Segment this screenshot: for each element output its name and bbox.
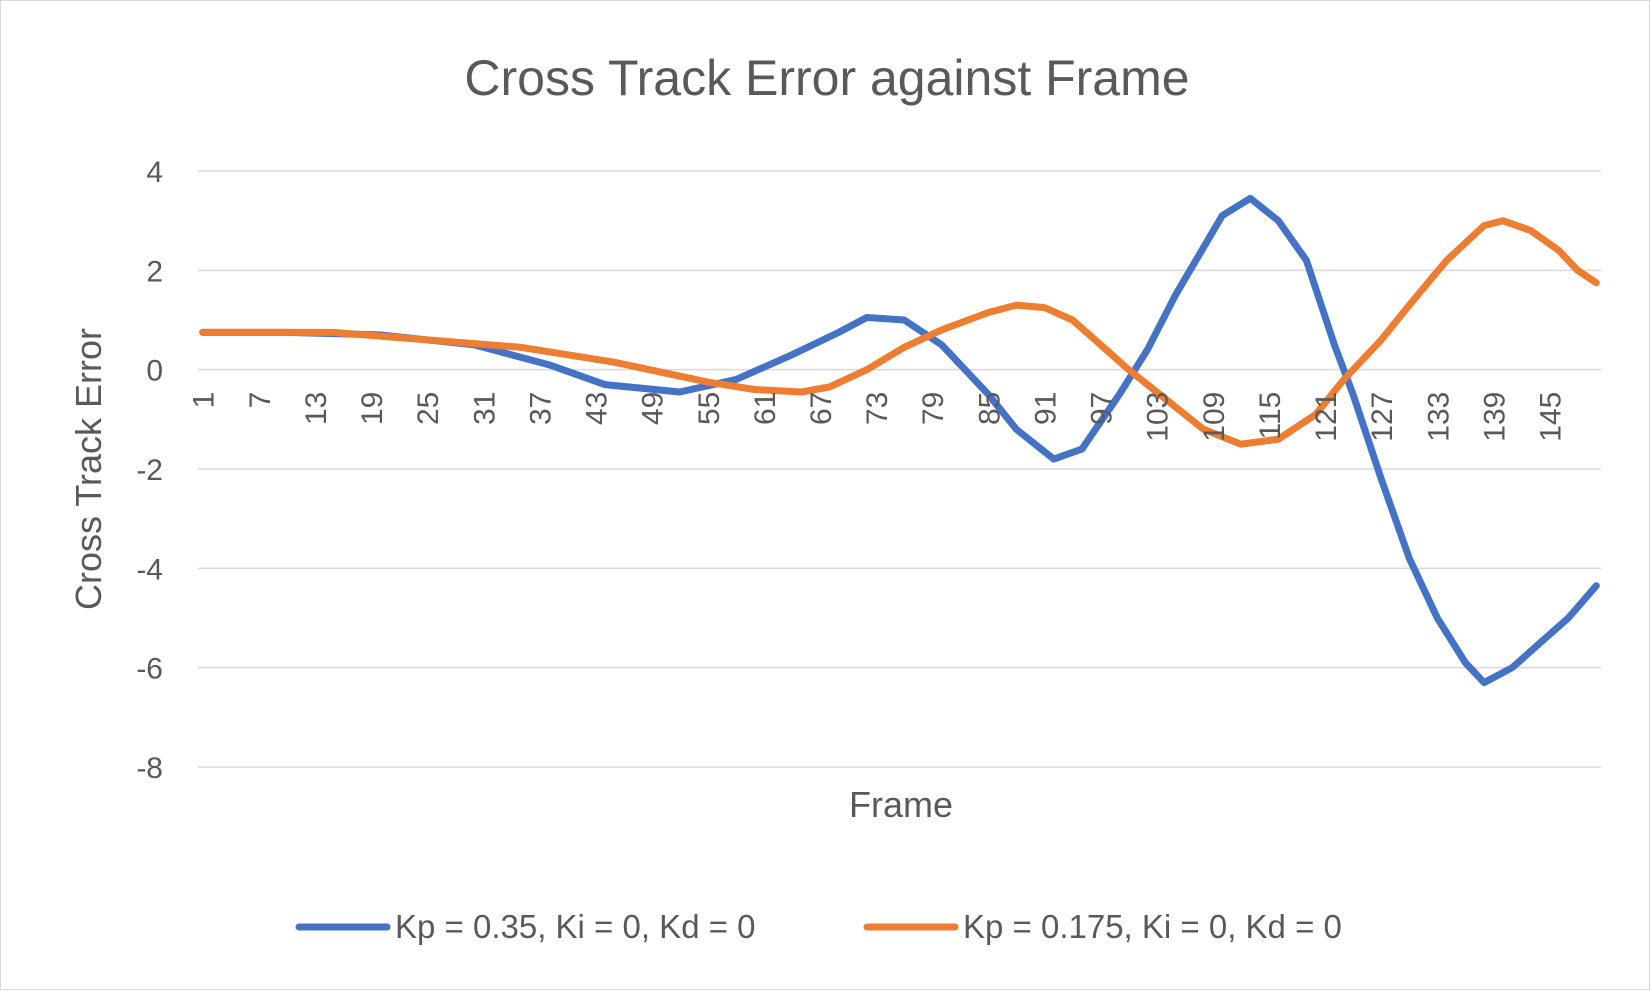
- x-tick-label: 49: [637, 392, 670, 425]
- legend-label-blue: Kp = 0.35, Ki = 0, Kd = 0: [395, 908, 756, 945]
- x-tick-label: 7: [244, 392, 277, 409]
- y-axis-title: Cross Track Error: [68, 328, 109, 610]
- x-tick-label: 145: [1535, 392, 1568, 442]
- legend: Kp = 0.35, Ki = 0, Kd = 0 Kp = 0.175, Ki…: [295, 908, 1342, 945]
- x-tick-label: 85: [973, 392, 1006, 425]
- x-tick-label: 133: [1422, 392, 1455, 442]
- y-tick-label: -2: [136, 454, 163, 487]
- y-axis-ticks: 4 2 0 -2 -4 -6 -8: [136, 156, 163, 785]
- x-tick-label: 13: [300, 392, 333, 425]
- x-axis-ticks: 1 7 13 19 25 31 37 43 49 55 61 67 73 79 85 91 97 103 109 11…: [188, 392, 1568, 442]
- x-tick-label: 109: [1198, 392, 1231, 442]
- y-tick-label: 4: [146, 156, 163, 189]
- y-tick-label: -4: [136, 553, 163, 586]
- x-tick-label: 19: [356, 392, 389, 425]
- y-tick-label: 2: [146, 255, 163, 288]
- x-tick-label: 121: [1310, 392, 1343, 442]
- x-tick-label: 55: [693, 392, 726, 425]
- x-tick-label: 31: [468, 392, 501, 425]
- x-tick-label: 139: [1478, 392, 1511, 442]
- x-tick-label: 67: [805, 392, 838, 425]
- series-line-0: [199, 194, 1600, 687]
- x-tick-label: 25: [412, 392, 445, 425]
- x-tick-label: 115: [1254, 392, 1287, 440]
- x-tick-label: 1: [188, 392, 221, 409]
- x-tick-label: 97: [1086, 392, 1119, 425]
- x-tick-label: 43: [581, 392, 614, 425]
- x-tick-label: 103: [1142, 392, 1175, 442]
- series-lines: [199, 194, 1600, 687]
- x-tick-label: 79: [917, 392, 950, 425]
- y-tick-label: -6: [136, 653, 163, 686]
- series-line-1: [199, 217, 1600, 448]
- legend-label-orange: Kp = 0.175, Ki = 0, Kd = 0: [963, 908, 1342, 945]
- chart-title: Cross Track Error against Frame: [464, 50, 1189, 106]
- x-tick-label: 127: [1366, 392, 1399, 442]
- x-tick-label: 61: [749, 392, 782, 425]
- y-tick-label: -8: [136, 752, 163, 785]
- x-tick-label: 73: [861, 392, 894, 425]
- y-tick-label: 0: [146, 355, 163, 388]
- gridlines: [198, 170, 1601, 768]
- x-tick-label: 37: [524, 392, 557, 425]
- x-tick-label: 91: [1029, 392, 1062, 425]
- x-axis-title: Frame: [849, 784, 953, 825]
